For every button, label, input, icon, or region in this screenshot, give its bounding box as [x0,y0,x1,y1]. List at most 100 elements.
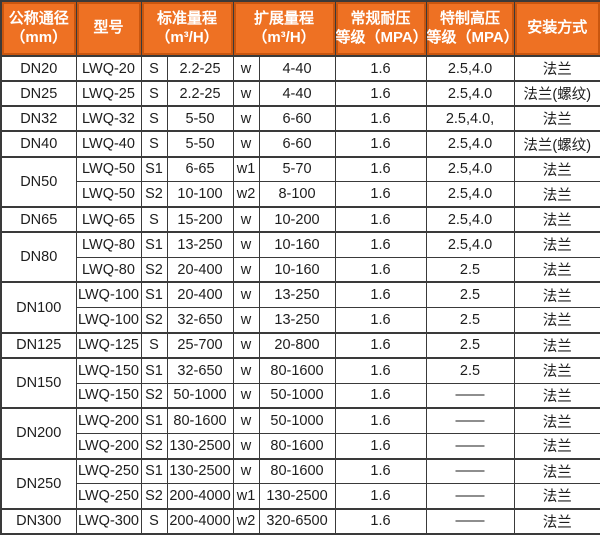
cell-standard-range: 80-1600 [166,407,234,434]
cell-standard-range: 20-400 [166,256,234,283]
cell-nominal-diameter: DN20 [0,54,77,82]
cell-nominal-diameter: DN250 [0,457,77,510]
cell-install-method: 法兰 [513,382,600,409]
header-line: 特制高压 [439,9,500,27]
cell-extended-gear: w [232,231,260,258]
cell-extended-range: 6-60 [258,130,336,158]
cell-install-method: 法兰 [513,181,600,208]
cell-standard-gear: S1 [140,356,168,384]
cell-regular-pressure: 1.6 [334,382,427,409]
cell-high-pressure: 2.5,4.0 [425,155,515,183]
cell-model: LWQ-200 [75,407,142,434]
cell-model: LWQ-40 [75,130,142,158]
cell-model: LWQ-65 [75,205,142,233]
cell-standard-gear: S2 [140,307,168,334]
cell-high-pressure: 2.5,4.0 [425,181,515,208]
cell-standard-gear: S [140,80,168,107]
cell-standard-gear: S1 [140,281,168,309]
cell-extended-gear: w [232,356,260,384]
cell-model: LWQ-250 [75,457,142,485]
cell-nominal-diameter: DN50 [0,155,77,208]
cell-standard-gear: S [140,331,168,359]
cell-extended-range: 8-100 [258,181,336,208]
cell-standard-range: 200-4000 [166,507,234,535]
cell-standard-range: 15-200 [166,205,234,233]
header-nominal-diameter: 公称通径 （mm） [0,0,77,57]
cell-high-pressure: 2.5,4.0 [425,231,515,258]
header-line: 公称通径 [8,9,69,27]
header-regular-pressure: 常规耐压 等级（MPA） [334,0,427,57]
cell-install-method: 法兰(螺纹) [513,80,600,107]
cell-regular-pressure: 1.6 [334,130,427,158]
cell-model: LWQ-100 [75,307,142,334]
cell-high-pressure: 2.5 [425,281,515,309]
cell-standard-range: 5-50 [166,130,234,158]
cell-standard-range: 50-1000 [166,382,234,409]
header-model: 型号 [75,0,142,57]
cell-model: LWQ-200 [75,432,142,460]
cell-regular-pressure: 1.6 [334,231,427,258]
cell-high-pressure: —— [425,457,515,485]
cell-model: LWQ-80 [75,256,142,283]
cell-extended-gear: w1 [232,483,260,510]
cell-extended-gear: w [232,407,260,434]
cell-standard-gear: S1 [140,407,168,434]
cell-extended-range: 130-2500 [258,483,336,510]
cell-extended-range: 80-1600 [258,432,336,460]
cell-install-method: 法兰 [513,483,600,510]
cell-extended-gear: w2 [232,507,260,535]
header-high-pressure: 特制高压 等级（MPA） [425,0,515,57]
cell-extended-gear: w [232,256,260,283]
cell-install-method: 法兰 [513,307,600,334]
cell-standard-gear: S1 [140,155,168,183]
table-row: DN65 LWQ-65 S 15-200 w 10-200 1.6 2.5,4.0 法兰 [0,205,600,233]
cell-install-method: 法兰 [513,356,600,384]
cell-nominal-diameter: DN150 [0,356,77,409]
cell-extended-gear: w [232,54,260,82]
header-line: 扩展量程 [253,9,314,27]
cell-install-method: 法兰 [513,54,600,82]
cell-standard-range: 32-650 [166,307,234,334]
cell-extended-range: 5-70 [258,155,336,183]
cell-extended-range: 50-1000 [258,382,336,409]
cell-nominal-diameter: DN100 [0,281,77,334]
cell-high-pressure: 2.5,4.0 [425,80,515,107]
cell-extended-gear: w [232,331,260,359]
header-line: （m³/H） [252,28,316,46]
cell-regular-pressure: 1.6 [334,356,427,384]
cell-standard-gear: S2 [140,181,168,208]
cell-extended-range: 4-40 [258,54,336,82]
header-standard-range: 标准量程 （m³/H） [140,0,234,57]
cell-extended-range: 80-1600 [258,457,336,485]
table-body: DN20 LWQ-20 S 2.2-25 w 4-40 1.6 2.5,4.0 法兰 DN25 LW… [0,54,600,535]
table-header: 公称通径 （mm） 型号 标准量程 （m³/H） 扩展量程 （m³/H） 常规耐… [0,0,600,57]
cell-extended-range: 10-160 [258,231,336,258]
cell-nominal-diameter: DN80 [0,231,77,283]
table-row: LWQ-200 S2 130-2500 w 80-1600 1.6 —— 法兰 [1,432,600,460]
table-row: DN250 LWQ-250 S1 130-2500 w 80-1600 1.6 —— 法兰 [0,457,600,510]
cell-standard-gear: S [140,130,168,158]
cell-regular-pressure: 1.6 [334,407,427,434]
header-line: 安装方式 [527,19,588,37]
table-row: LWQ-100 S2 32-650 w 13-250 1.6 2.5 法兰 [1,307,600,334]
table-row: LWQ-150 S2 50-1000 w 50-1000 1.6 —— 法兰 [1,382,600,409]
cell-extended-range: 10-200 [258,205,336,233]
cell-high-pressure: —— [425,507,515,535]
cell-model: LWQ-50 [75,155,142,183]
cell-extended-range: 4-40 [258,80,336,107]
cell-regular-pressure: 1.6 [334,281,427,309]
cell-regular-pressure: 1.6 [334,483,427,510]
table-row: DN125 LWQ-125 S 25-700 w 20-800 1.6 2.5 法兰 [0,331,600,359]
cell-high-pressure: —— [425,432,515,460]
cell-regular-pressure: 1.6 [334,181,427,208]
cell-nominal-diameter: DN25 [0,80,77,107]
cell-extended-gear: w [232,281,260,309]
cell-high-pressure: 2.5 [425,356,515,384]
cell-regular-pressure: 1.6 [334,205,427,233]
cell-standard-gear: S1 [140,231,168,258]
cell-install-method: 法兰 [513,432,600,460]
header-line: 常规耐压 [350,9,411,27]
cell-install-method: 法兰 [513,457,600,485]
table-row: LWQ-250 S2 200-4000 w1 130-2500 1.6 —— 法兰 [1,483,600,510]
